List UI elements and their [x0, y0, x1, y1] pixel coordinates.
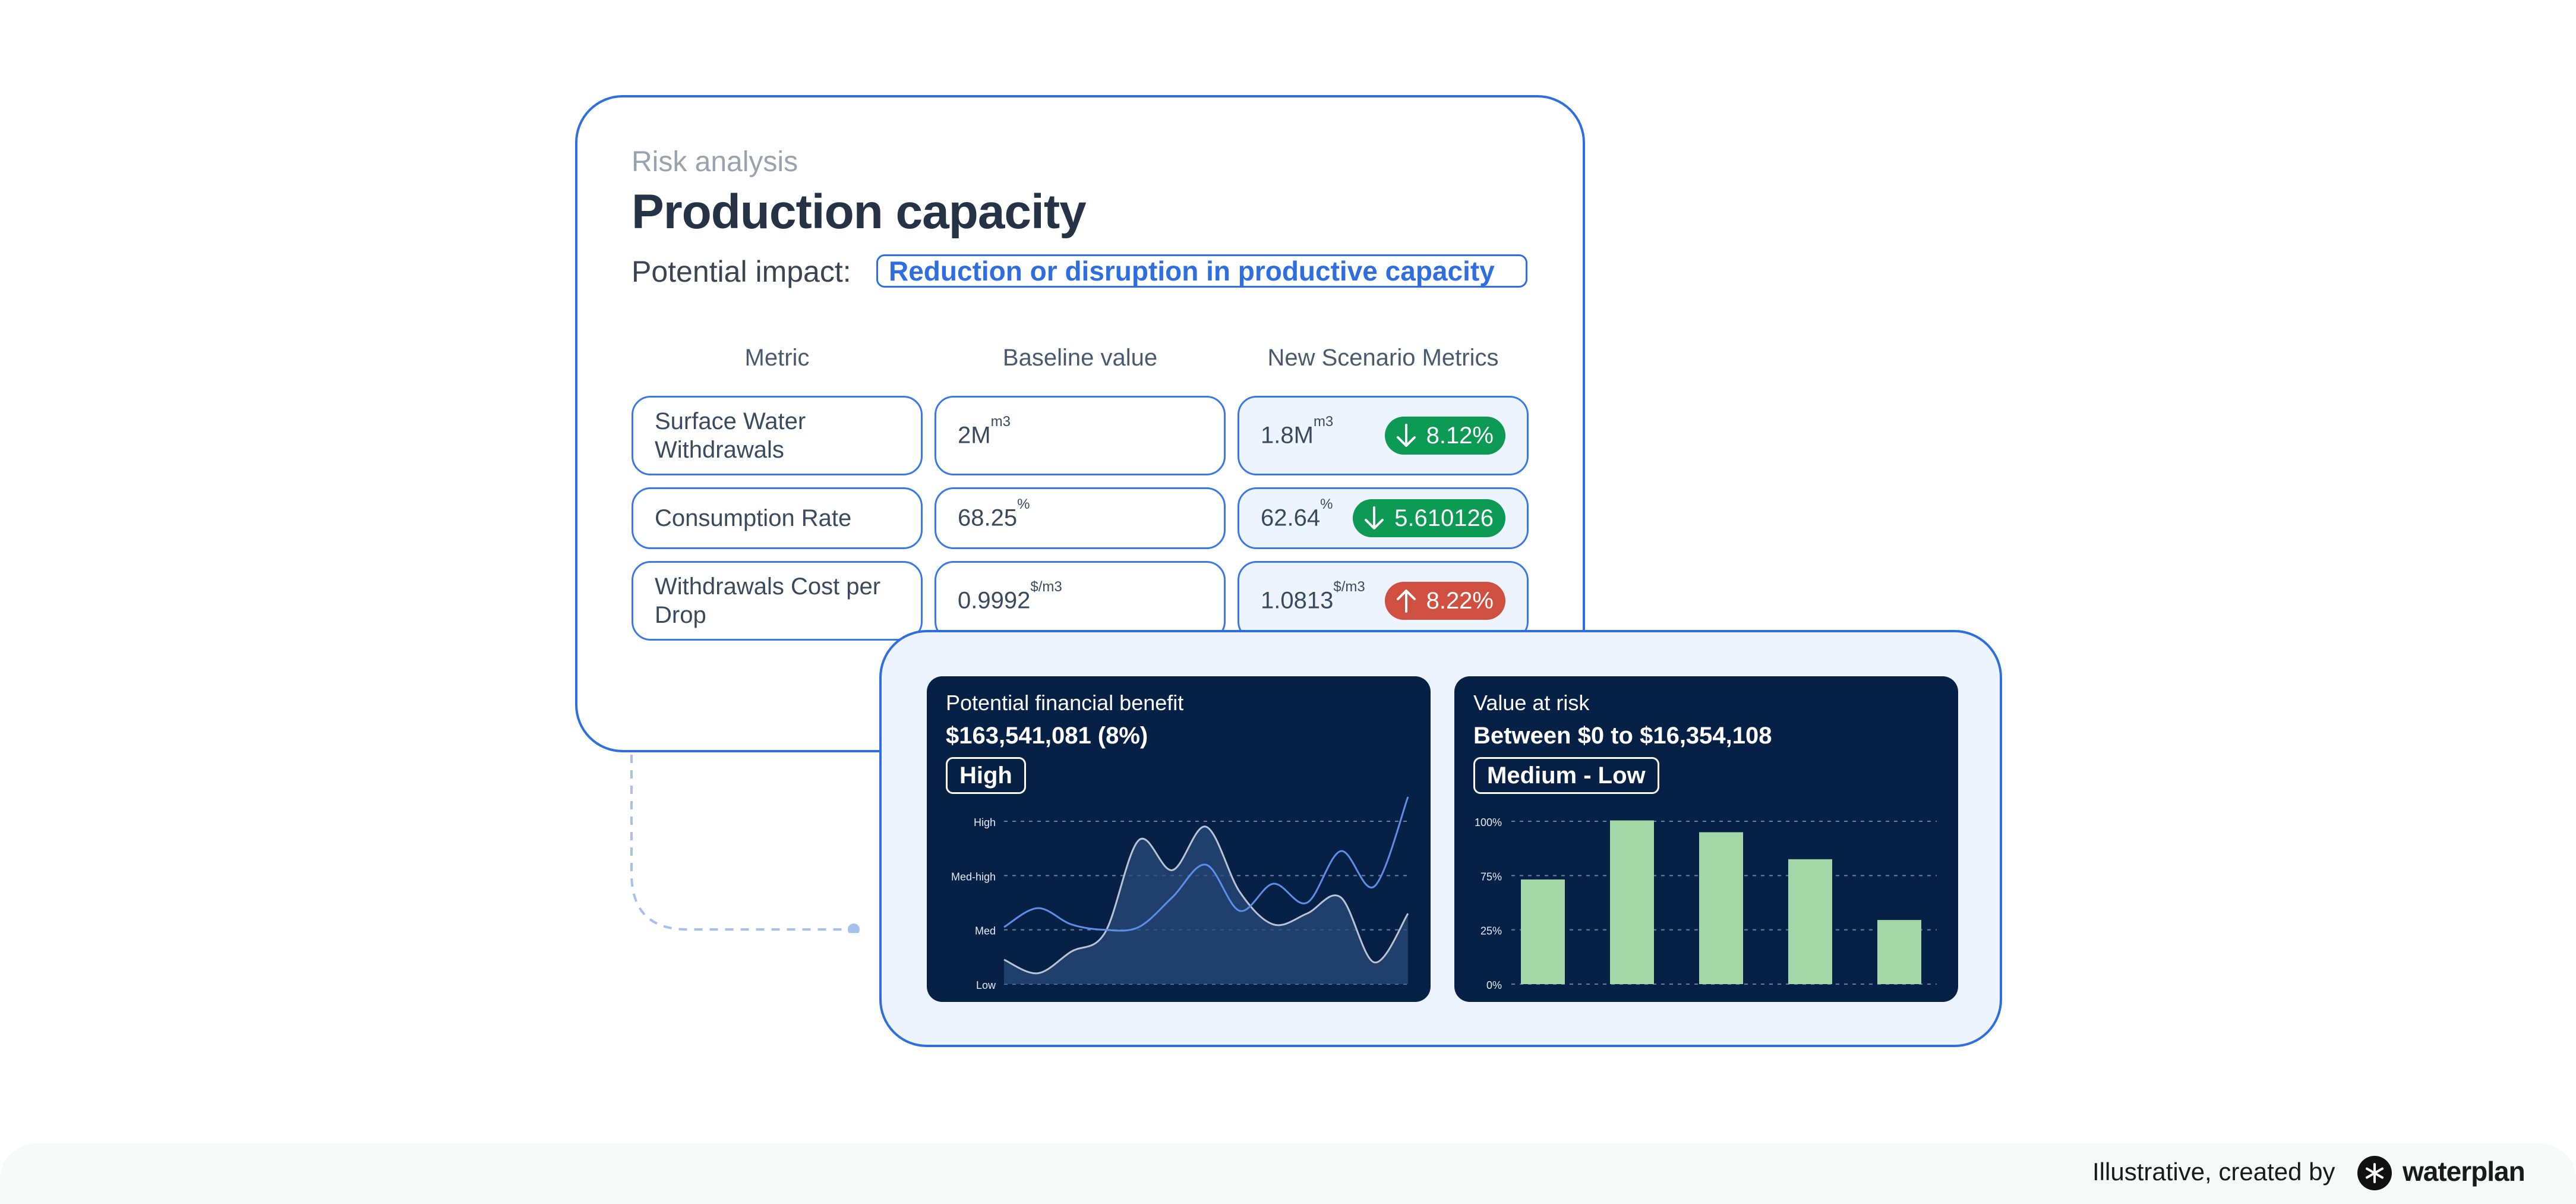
- arrow-up-icon: [1396, 590, 1416, 613]
- metric-cell: Surface Water Withdrawals: [632, 396, 923, 475]
- benefit-line-chart: Low Med Med-high High: [951, 796, 1409, 991]
- series-line-1: [1003, 796, 1409, 932]
- footer-bar: [0, 1143, 2576, 1204]
- risk-bar-chart: 0% 25% 75% 100%: [1475, 817, 1937, 991]
- baseline-unit: m3: [990, 414, 1011, 430]
- y-tick-label: 100%: [1475, 817, 1502, 828]
- eyebrow-label: Risk analysis: [632, 146, 798, 178]
- bar-5: [1877, 920, 1921, 984]
- baseline-cell: 2Mm3: [935, 396, 1226, 475]
- baseline-value: 0.9992: [958, 587, 1031, 614]
- y-tick-label: High: [974, 817, 996, 828]
- arrow-down-icon: [1396, 424, 1416, 447]
- metric-label: Withdrawals Cost per Drop: [655, 573, 881, 628]
- change-value: 8.22%: [1426, 587, 1494, 614]
- card-value: $163,541,081 (8%): [946, 723, 1148, 749]
- scenario-cell: 62.64% 5.610126: [1238, 487, 1529, 549]
- impact-label: Potential impact:: [632, 255, 851, 288]
- card-value: Between $0 to $16,354,108: [1473, 723, 1772, 749]
- column-header-scenario: New Scenario Metrics: [1267, 345, 1499, 371]
- scenario-unit: $/m3: [1333, 579, 1365, 595]
- baseline-unit: %: [1017, 496, 1030, 513]
- page-title: Production capacity: [632, 185, 1087, 239]
- change-badge-down: 5.610126: [1353, 499, 1505, 537]
- card-label: Potential financial benefit: [946, 691, 1184, 715]
- y-tick-label: Low: [976, 979, 996, 991]
- bar-2: [1610, 820, 1654, 984]
- baseline-unit: $/m3: [1030, 579, 1062, 595]
- bar-3: [1699, 832, 1743, 984]
- impact-value-chip[interactable]: Reduction or disruption in productive ca…: [876, 254, 1527, 288]
- change-badge-down: 8.12%: [1384, 417, 1505, 455]
- bar-1: [1521, 879, 1565, 984]
- column-header-metric: Metric: [744, 345, 810, 371]
- y-tick-label: Med: [975, 925, 996, 937]
- baseline-value: 68.25: [958, 505, 1018, 531]
- series-area: [1004, 826, 1408, 984]
- y-tick-label: 75%: [1480, 871, 1502, 882]
- metric-label: Surface Water Withdrawals: [655, 408, 806, 463]
- scenario-cell: 1.0813$/m3 8.22%: [1238, 561, 1529, 641]
- scenario-unit: m3: [1313, 414, 1334, 430]
- y-tick-label: 25%: [1480, 925, 1502, 937]
- value-at-risk-card: Value at risk Between $0 to $16,354,108 …: [1454, 676, 1958, 1002]
- metric-cell: Consumption Rate: [632, 487, 923, 549]
- series-line-0: [1003, 825, 1409, 975]
- baseline-value: 2M: [958, 422, 991, 449]
- brand-name: waterplan: [2403, 1156, 2526, 1187]
- scenario-value: 1.8M: [1261, 422, 1314, 449]
- change-value: 8.12%: [1426, 422, 1494, 449]
- change-badge-up: 8.22%: [1384, 582, 1505, 620]
- scenario-value: 1.0813: [1261, 587, 1334, 614]
- level-badge: Medium - Low: [1473, 757, 1659, 794]
- footer-credit: Illustrative, created by: [2092, 1158, 2335, 1186]
- dashed-connector: [630, 755, 860, 933]
- scenario-cell: 1.8Mm3 8.12%: [1238, 396, 1529, 475]
- change-value: 5.610126: [1394, 505, 1494, 531]
- column-header-baseline: Baseline value: [1002, 345, 1158, 371]
- y-tick-label: Med-high: [951, 871, 996, 882]
- metric-cell: Withdrawals Cost per Drop: [632, 561, 923, 641]
- metric-label: Consumption Rate: [655, 505, 852, 531]
- baseline-cell: 0.9992$/m3: [935, 561, 1226, 641]
- scenario-unit: %: [1320, 496, 1333, 513]
- waterplan-logo-icon: [2357, 1156, 2392, 1190]
- arrow-down-icon: [1365, 506, 1384, 529]
- baseline-cell: 68.25%: [935, 487, 1226, 549]
- level-badge: High: [946, 757, 1026, 794]
- scenario-value: 62.64: [1261, 505, 1321, 531]
- bar-4: [1788, 859, 1832, 984]
- financial-benefit-card: Potential financial benefit $163,541,081…: [927, 676, 1431, 1002]
- y-tick-label: 0%: [1486, 979, 1502, 991]
- card-label: Value at risk: [1473, 691, 1590, 715]
